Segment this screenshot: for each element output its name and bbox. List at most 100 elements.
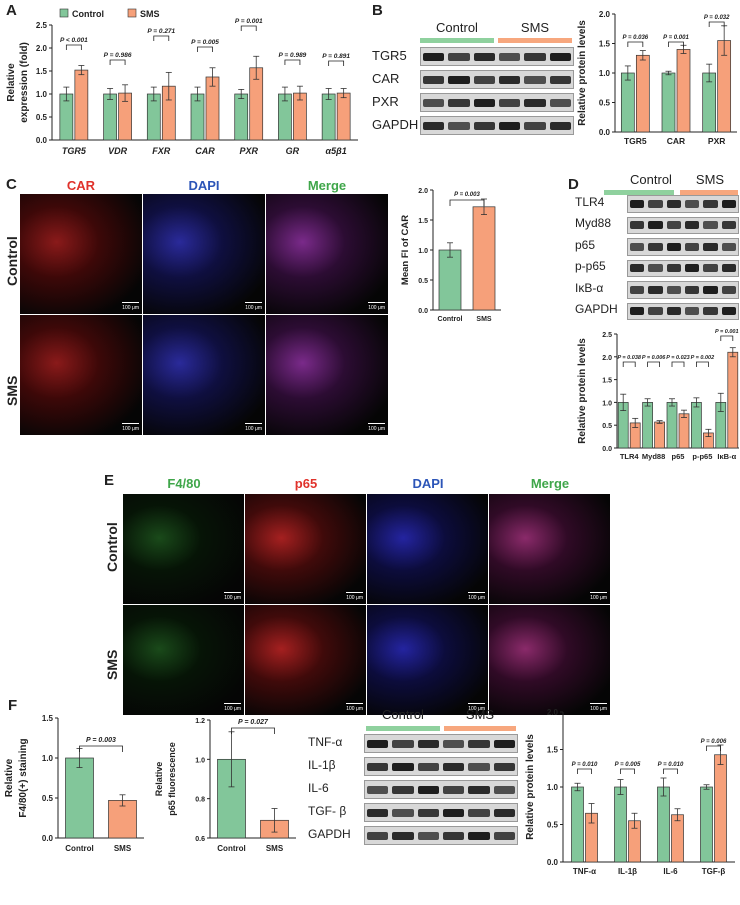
blot-band	[721, 264, 736, 273]
blot-band	[473, 52, 495, 61]
y-axis-label: Relative	[4, 758, 15, 797]
p-value: P = 0.891	[322, 53, 350, 60]
category-label: SMS	[476, 316, 492, 323]
y-tick-label: 1.0	[602, 400, 612, 407]
y-tick-label: 0.5	[547, 821, 559, 830]
blot-band	[367, 762, 389, 771]
significance-bracket	[328, 60, 345, 66]
panel-letter-f: F	[8, 697, 18, 714]
p-value: P = 0.036	[623, 35, 649, 41]
protein-label: IL-1β	[308, 757, 336, 772]
category-label: CAR	[667, 136, 685, 146]
blot-band	[448, 98, 470, 107]
p-value: P = 0.010	[572, 762, 598, 768]
bar-sms-0	[635, 54, 650, 133]
sms-group-label: SMS	[695, 172, 725, 187]
p-value: P = 0.005	[615, 762, 641, 768]
blot-band	[666, 285, 681, 294]
blot-band	[417, 739, 439, 748]
y-tick-label: 0.5	[418, 278, 428, 285]
bar-control-0	[620, 72, 635, 133]
p-value: P = 0.001	[715, 329, 739, 335]
y-tick-label: 1.0	[42, 754, 54, 763]
blot-strip	[364, 803, 518, 822]
micrograph-car-control: 100 μm	[20, 194, 142, 314]
category-label: FXR	[152, 146, 171, 156]
blot-band	[493, 739, 515, 748]
y-axis-label: p65 fluorescence	[167, 742, 177, 816]
blot-band	[721, 307, 736, 316]
y-tick-label: 0.5	[36, 113, 48, 122]
significance-bracket	[706, 745, 721, 751]
significance-bracket	[79, 745, 123, 752]
p-value: P = 0.271	[147, 28, 175, 35]
blot-band	[666, 264, 681, 273]
y-axis-label: Relative	[6, 63, 17, 102]
protein-label: Myd88	[575, 216, 612, 231]
bar-control-6	[321, 93, 336, 141]
y-tick-label: 1.0	[418, 248, 428, 255]
protein-label: TLR4	[575, 194, 605, 209]
blot-band	[630, 285, 645, 294]
y-tick-label: 0.0	[602, 446, 612, 453]
micrograph-dapi-control: 100 μm	[143, 194, 265, 314]
channel-label-p65: p65	[294, 476, 318, 491]
blot-band	[473, 121, 495, 130]
scale-bar: 100 μm	[368, 302, 385, 311]
p-value: P = 0.003	[86, 737, 116, 744]
legend-swatch-sms	[127, 8, 137, 18]
y-tick-label: 1.5	[599, 40, 611, 49]
protein-label: TGF- β	[308, 803, 347, 818]
y-tick-label: 0.6	[195, 836, 205, 843]
blot-row-car: CAR	[372, 67, 574, 90]
row-label-sms: SMS	[104, 649, 120, 680]
blot-row-myd88: Myd88	[575, 214, 740, 236]
blot-row-tgr5: TGR5	[372, 44, 574, 67]
row-label-sms: SMS	[4, 375, 20, 406]
category-label: Control	[65, 844, 93, 853]
chart-a: Control SMS 0.0 0.5 1.0 1.5 2.0 2.5 Relative expr…	[6, 8, 358, 156]
blot-band	[630, 199, 645, 208]
significance-bracket	[197, 46, 213, 52]
blot-band	[499, 98, 521, 107]
blot-band	[448, 121, 470, 130]
blot-band	[549, 121, 571, 130]
blot-band	[648, 199, 663, 208]
blot-strip	[627, 238, 739, 256]
y-tick-label: 1.2	[195, 718, 205, 725]
blot-row-tlr4: TLR4	[575, 192, 740, 214]
blot-band	[392, 808, 414, 817]
blot-band	[549, 52, 571, 61]
blot-band	[703, 285, 718, 294]
blot-band	[685, 199, 700, 208]
p-value: P = 0.001	[235, 18, 263, 25]
blot-band	[685, 242, 700, 251]
significance-bracket	[284, 59, 301, 65]
control-group-label: Control	[436, 20, 478, 35]
category-label: TGR5	[62, 146, 87, 156]
blot-band	[721, 199, 736, 208]
significance-bracket	[696, 361, 709, 367]
protein-label: TNF-α	[308, 734, 343, 749]
bar-control-3	[691, 402, 702, 449]
p-value: P = 0.989	[279, 52, 307, 59]
blot-band	[666, 307, 681, 316]
significance-bracket	[620, 768, 635, 774]
blot-band	[648, 221, 663, 230]
scale-bar: 100 μm	[590, 703, 607, 712]
blot-band	[473, 75, 495, 84]
channel-label-merge: Merge	[530, 476, 570, 491]
blot-strip	[627, 281, 739, 299]
scale-bar: 100 μm	[590, 592, 607, 601]
scale-bar: 100 μm	[224, 703, 241, 712]
blot-band	[367, 808, 389, 817]
blot-band	[630, 307, 645, 316]
y-axis-label: Relative	[154, 762, 164, 797]
blot-band	[685, 285, 700, 294]
bar-control-0	[438, 249, 462, 311]
blot-band	[448, 75, 470, 84]
blot-band	[499, 75, 521, 84]
bar-sms-4	[727, 351, 739, 449]
category-label: p-p65	[692, 452, 712, 461]
p-value: P = 0.005	[191, 39, 219, 46]
